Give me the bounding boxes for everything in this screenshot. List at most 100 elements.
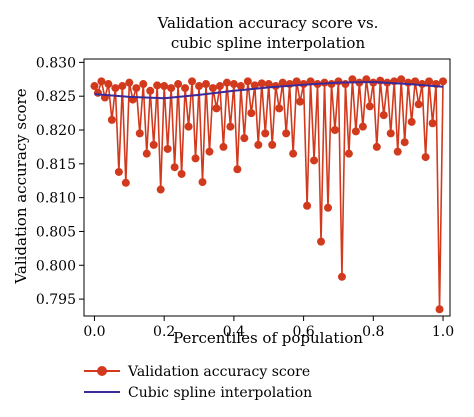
x-axis: 0.0 0.2 0.4 0.6 0.8 1.0 [83,316,454,340]
data-point [351,127,360,136]
series-2 [94,80,444,100]
data-point [435,305,444,314]
data-point [317,237,326,246]
chart-title-line-2: cubic spline interpolation [171,34,366,52]
legend: Validation accuracy score Cubic spline i… [84,364,312,401]
x-tick-label: 0.0 [83,324,105,340]
data-point [425,77,434,86]
data-point [330,126,339,135]
data-point [414,100,423,109]
data-point [104,80,113,89]
x-tick-label: 0.4 [223,324,245,340]
data-point [372,142,381,151]
data-point [386,129,395,138]
data-point [407,117,416,126]
data-point [337,272,346,281]
data-point [240,134,249,143]
data-point [167,84,176,93]
data-point [344,149,353,158]
x-axis-label: Percentiles of population [173,329,363,347]
data-point [275,104,284,113]
data-point [348,75,357,84]
data-point [411,77,420,86]
data-point [397,75,406,84]
data-point [257,79,266,88]
data-point [236,82,245,91]
data-point [177,169,186,178]
data-point [97,77,106,86]
data-point [153,81,162,90]
data-point [208,84,217,93]
data-point [226,122,235,131]
data-point [222,78,231,87]
x-tick-label: 1.0 [432,324,454,340]
data-point [247,109,256,118]
data-point [341,80,350,89]
series-layer [90,75,448,314]
data-point [250,81,259,90]
y-tick-label: 0.810 [36,191,76,207]
plot-frame [83,58,451,317]
chart-title-line-1: Validation accuracy score vs. [157,14,379,32]
data-point [160,82,169,91]
data-point [111,84,120,93]
data-point [146,86,155,95]
y-tick-label: 0.820 [36,123,76,139]
data-point [365,102,374,111]
y-tick-label: 0.825 [36,89,76,105]
data-point [142,149,151,158]
data-point [282,129,291,138]
data-point [393,147,402,156]
data-point [139,80,148,89]
y-tick-label: 0.830 [36,55,76,71]
data-point [107,115,116,124]
y-axis-label: Validation accuracy score [12,88,30,284]
data-point [205,147,214,156]
data-point [181,84,190,93]
data-point [118,82,127,91]
data-point [268,140,277,149]
data-point [184,122,193,131]
legend-accuracy-marker [97,366,107,376]
x-tick-label: 0.2 [153,324,175,340]
data-point [400,138,409,147]
x-tick-label: 0.8 [362,324,384,340]
data-point [229,80,238,89]
legend-spline-label: Cubic spline interpolation [128,385,312,401]
data-point [296,97,305,106]
data-point [303,201,312,210]
data-point [215,82,224,91]
data-point [174,80,183,89]
data-point [289,149,298,158]
y-tick-label: 0.805 [36,224,76,240]
series-1 [90,75,448,314]
data-point [264,80,273,89]
y-axis: 0.795 0.800 0.805 0.810 0.815 0.820 0.825 0.830 [36,55,84,308]
series-2-line [94,80,444,100]
data-point [202,80,210,89]
data-point [439,77,448,86]
legend-accuracy-label: Validation accuracy score [127,364,310,380]
data-point [421,153,430,162]
data-point [404,78,413,87]
data-point [278,78,287,87]
data-point [379,111,388,120]
data-point [121,178,130,187]
data-point [188,77,197,86]
data-point [428,119,437,128]
data-point [261,129,270,138]
data-point [191,154,200,163]
data-point [156,185,165,194]
data-point [132,84,141,93]
data-point [233,165,242,174]
y-tick-label: 0.815 [36,157,76,173]
data-point [310,156,319,165]
data-point [125,78,134,87]
data-point [114,167,123,176]
data-point [212,104,221,113]
data-point [243,77,252,86]
x-tick-label: 0.6 [292,324,314,340]
data-point [219,142,228,151]
series-1-line [93,78,444,311]
